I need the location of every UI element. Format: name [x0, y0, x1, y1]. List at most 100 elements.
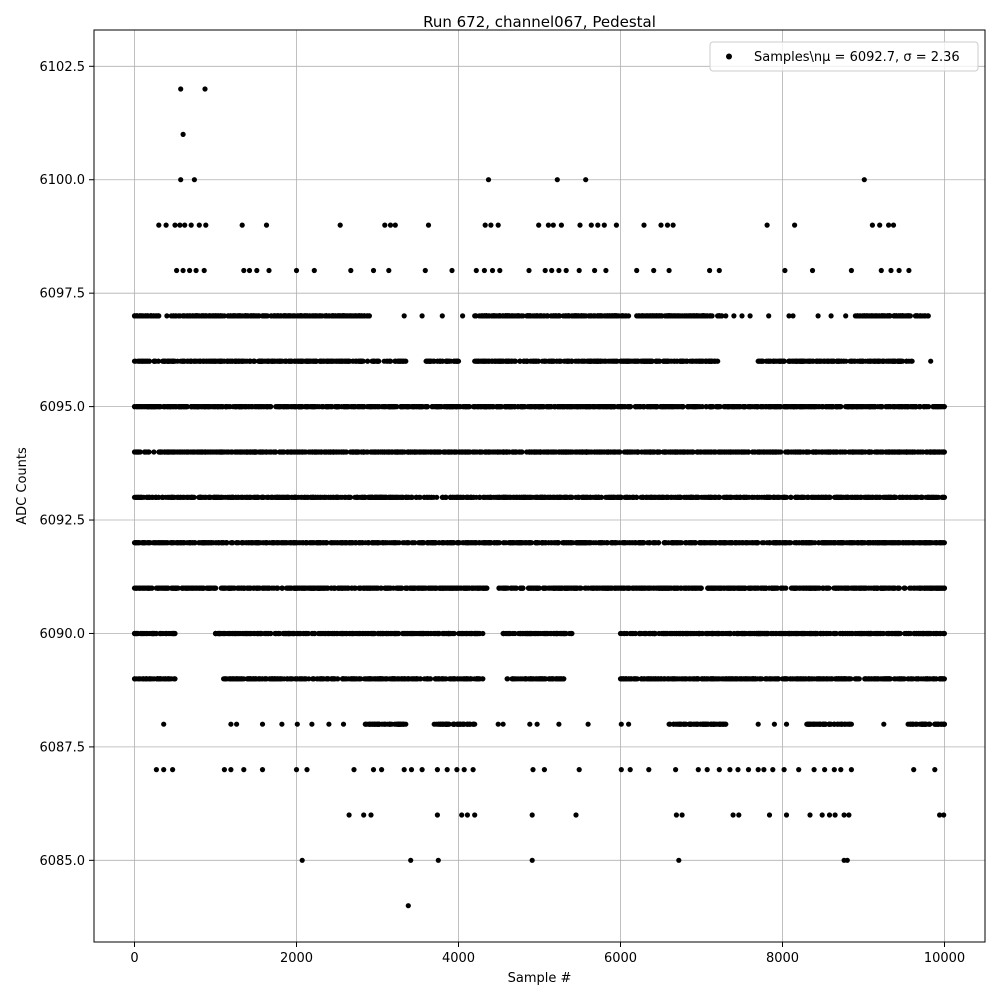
data-point [898, 495, 903, 500]
data-point [723, 495, 728, 500]
data-point [156, 540, 161, 545]
data-point [181, 540, 186, 545]
data-point [368, 495, 373, 500]
data-point [487, 404, 492, 409]
data-point [714, 404, 719, 409]
data-point [233, 449, 238, 454]
data-point [509, 404, 514, 409]
data-point [175, 586, 180, 591]
data-point [907, 495, 912, 500]
data-point [209, 404, 214, 409]
data-point [793, 495, 798, 500]
data-point [280, 586, 285, 591]
data-point [303, 540, 308, 545]
data-point [879, 404, 884, 409]
data-point [708, 495, 713, 500]
data-point [390, 495, 395, 500]
data-point [150, 495, 155, 500]
data-point [453, 586, 458, 591]
data-point [405, 449, 410, 454]
data-point [523, 495, 528, 500]
data-point [930, 540, 935, 545]
data-point [297, 586, 302, 591]
data-point [788, 495, 793, 500]
data-point [711, 449, 716, 454]
data-point [752, 449, 757, 454]
data-point [817, 404, 822, 409]
data-point [606, 404, 611, 409]
data-point [244, 404, 249, 409]
data-point [812, 495, 817, 500]
data-point [497, 404, 502, 409]
data-point [351, 404, 356, 409]
data-point [293, 495, 298, 500]
data-point [799, 540, 804, 545]
data-point [550, 495, 555, 500]
data-point [833, 586, 838, 591]
data-point [468, 495, 473, 500]
data-point [467, 449, 472, 454]
data-point [773, 449, 778, 454]
data-point [198, 495, 203, 500]
data-point [464, 404, 469, 409]
data-point [717, 586, 722, 591]
data-point [421, 449, 426, 454]
data-point [454, 449, 459, 454]
data-point [156, 586, 161, 591]
data-point [447, 449, 452, 454]
data-point [929, 586, 934, 591]
data-point [366, 540, 371, 545]
data-point [335, 495, 340, 500]
data-point [400, 540, 405, 545]
data-point [329, 586, 334, 591]
data-point [366, 404, 371, 409]
data-point [219, 586, 224, 591]
data-point [364, 586, 369, 591]
data-point [208, 540, 213, 545]
data-point [422, 495, 427, 500]
data-point [675, 495, 680, 500]
data-point [912, 449, 917, 454]
data-point [914, 586, 919, 591]
data-point [372, 449, 377, 454]
data-point [518, 586, 523, 591]
data-point [261, 404, 266, 409]
data-point [162, 404, 167, 409]
data-point [680, 404, 685, 409]
data-point [942, 404, 947, 409]
data-point [774, 495, 779, 500]
data-point [538, 449, 543, 454]
data-point [504, 495, 509, 500]
data-point [828, 449, 833, 454]
data-point [268, 495, 273, 500]
data-point [616, 495, 621, 500]
data-point [465, 540, 470, 545]
data-point [622, 404, 627, 409]
data-point [707, 404, 712, 409]
data-point [173, 404, 178, 409]
data-point [311, 495, 316, 500]
data-point [504, 449, 509, 454]
data-point [708, 540, 713, 545]
data-point [846, 586, 851, 591]
data-point [381, 540, 386, 545]
data-point [552, 404, 557, 409]
data-point [224, 404, 229, 409]
data-point [648, 404, 653, 409]
data-point [662, 449, 667, 454]
data-point [285, 586, 290, 591]
data-point [772, 586, 777, 591]
data-point [334, 404, 339, 409]
data-point [567, 404, 572, 409]
data-point [645, 586, 650, 591]
data-point [445, 404, 450, 409]
data-point [201, 586, 206, 591]
data-point [778, 540, 783, 545]
data-point [212, 449, 217, 454]
data-point [651, 540, 656, 545]
data-point [724, 586, 729, 591]
data-point [141, 540, 146, 545]
data-point [657, 495, 662, 500]
data-point [348, 495, 353, 500]
data-point [845, 495, 850, 500]
